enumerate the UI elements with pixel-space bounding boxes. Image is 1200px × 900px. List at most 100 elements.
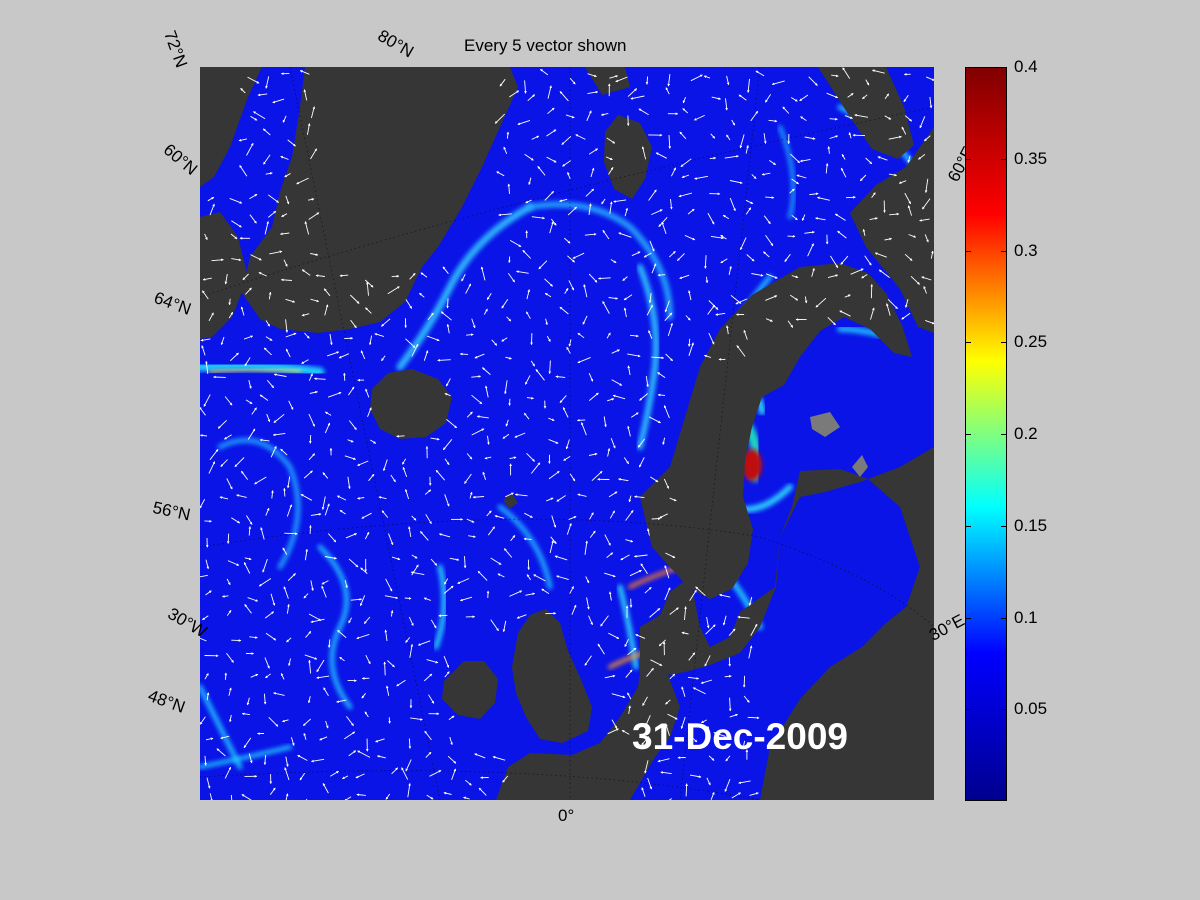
current-vector: [308, 659, 312, 674]
current-vector: [349, 294, 360, 304]
current-vector: [270, 445, 277, 458]
current-vector: [645, 76, 649, 85]
current-vector: [871, 69, 885, 74]
current-vector: [555, 375, 566, 379]
current-vector: [804, 230, 815, 234]
current-vector: [646, 667, 654, 677]
current-vector: [729, 180, 743, 184]
current-vector: [548, 470, 560, 480]
current-vector: [360, 350, 366, 360]
current-vector: [704, 255, 707, 269]
current-vector: [226, 533, 230, 544]
current-vector: [483, 308, 488, 315]
current-vector: [587, 73, 597, 78]
current-vector: [708, 755, 715, 761]
current-vector: [310, 758, 325, 763]
current-vector: [710, 235, 724, 240]
current-vector: [577, 356, 591, 364]
current-vector: [425, 751, 432, 758]
current-vector: [611, 693, 626, 699]
current-vector: [625, 539, 634, 543]
current-vector: [531, 216, 546, 220]
current-streak: [200, 745, 292, 769]
current-vector: [602, 229, 610, 240]
current-vector: [577, 332, 585, 339]
current-vector: [367, 407, 372, 417]
current-vector: [204, 673, 209, 680]
current-vector: [799, 94, 809, 102]
current-vector: [288, 400, 294, 410]
current-vector: [219, 496, 229, 500]
current-vector: [368, 335, 373, 346]
current-vector: [588, 273, 598, 283]
current-vector: [655, 152, 668, 159]
current-vector: [661, 221, 667, 235]
current-vector: [684, 606, 687, 621]
map-panel[interactable]: [200, 67, 934, 800]
current-vector: [646, 528, 650, 536]
current-vector: [303, 732, 307, 740]
current-vector: [791, 275, 799, 279]
current-vector: [301, 313, 310, 317]
current-vector: [308, 373, 313, 381]
current-vector: [239, 165, 248, 177]
current-vector: [571, 604, 577, 615]
current-vector: [310, 618, 325, 624]
current-vector: [459, 352, 469, 356]
current-vector: [253, 111, 266, 120]
current-vector: [565, 439, 570, 450]
current-vector: [428, 694, 435, 704]
current-vector: [929, 96, 933, 109]
current-vector: [384, 629, 388, 641]
current-vector: [226, 610, 232, 616]
current-vector: [385, 793, 391, 800]
current-vector: [514, 493, 528, 497]
current-vector: [588, 148, 599, 155]
current-vector: [924, 178, 929, 194]
current-streak: [637, 264, 659, 450]
current-vector: [537, 165, 546, 176]
current-vector: [623, 457, 629, 465]
current-vector: [471, 318, 476, 329]
current-vector: [898, 180, 907, 184]
current-vector: [865, 157, 873, 165]
current-vector: [385, 685, 390, 696]
current-vector: [266, 413, 271, 423]
colorbar-tick-mark: [1001, 709, 1007, 711]
current-vector: [722, 214, 730, 220]
current-vector: [324, 556, 337, 560]
current-vector: [524, 153, 534, 161]
current-vector: [878, 269, 890, 278]
current-vector: [224, 273, 228, 285]
current-vector: [502, 775, 509, 783]
current-vector: [404, 597, 412, 600]
current-vector: [346, 716, 354, 727]
current-vector: [265, 336, 273, 341]
current-vector: [492, 756, 506, 761]
current-vector: [589, 530, 596, 538]
current-vector: [226, 652, 234, 663]
current-vector: [922, 198, 931, 210]
speed-hotspot: [742, 449, 762, 481]
lat-label-48n: 48°N: [145, 686, 188, 717]
current-vector: [305, 631, 312, 638]
current-speed-map[interactable]: [200, 67, 934, 800]
current-vector: [503, 548, 513, 558]
current-vector: [706, 725, 710, 735]
current-vector: [491, 339, 498, 346]
gulf-of-bothnia-shelf: [852, 455, 868, 477]
current-vector: [508, 256, 511, 264]
current-vector: [608, 591, 612, 601]
current-vector: [270, 593, 276, 606]
current-vector: [847, 93, 854, 98]
date-stamp: 31-Dec-2009: [632, 716, 848, 757]
current-vector: [926, 76, 934, 81]
current-vector: [425, 514, 432, 525]
current-vector: [688, 652, 696, 661]
current-vector: [310, 298, 320, 303]
current-vector: [548, 438, 559, 444]
current-vector: [526, 452, 535, 462]
current-vector: [231, 517, 241, 524]
current-vector: [408, 738, 412, 749]
current-vector: [549, 221, 554, 234]
